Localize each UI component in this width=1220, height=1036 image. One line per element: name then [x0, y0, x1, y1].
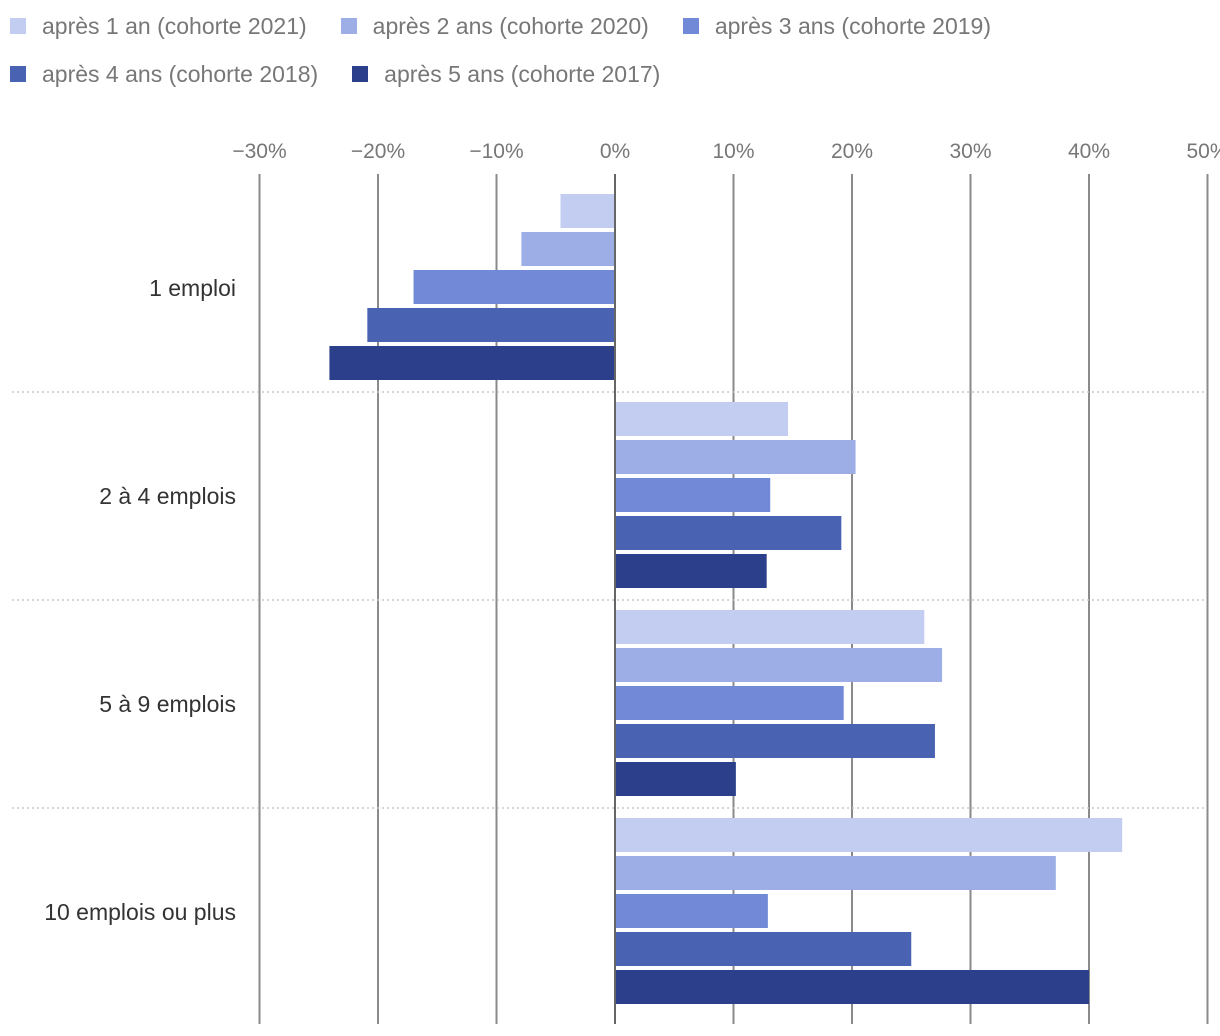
bar	[413, 270, 615, 304]
x-tick-label: 20%	[831, 140, 873, 163]
bar	[615, 932, 912, 966]
bar	[615, 610, 925, 644]
bar	[615, 762, 736, 796]
bar	[560, 194, 615, 228]
bar	[615, 554, 767, 588]
x-tick-label: 40%	[1068, 140, 1110, 163]
bar	[615, 724, 935, 758]
legend-item: après 2 ans (cohorte 2020)	[340, 12, 649, 40]
bar	[615, 970, 1089, 1004]
category-label: 5 à 9 emplois	[99, 691, 236, 717]
bar	[615, 402, 789, 436]
bar	[615, 686, 844, 720]
bar	[615, 648, 943, 682]
category-label: 2 à 4 emplois	[99, 483, 236, 509]
legend-label: après 1 an (cohorte 2021)	[42, 12, 307, 39]
legend-swatch	[10, 18, 26, 34]
x-tick-label: −20%	[351, 140, 405, 163]
category-label: 10 emplois ou plus	[44, 899, 236, 925]
legend: après 1 an (cohorte 2021) après 2 ans (c…	[10, 8, 1210, 104]
x-tick-label: −10%	[469, 140, 523, 163]
category-label: 1 emploi	[149, 275, 236, 301]
legend-label: après 4 ans (cohorte 2018)	[42, 60, 319, 87]
x-tick-label: 10%	[712, 140, 754, 163]
x-tick-label: −30%	[232, 140, 286, 163]
bar	[329, 346, 615, 380]
x-tick-label: 30%	[949, 140, 991, 163]
legend-item: après 3 ans (cohorte 2019)	[682, 12, 992, 40]
legend-row-1: après 1 an (cohorte 2021) après 2 ans (c…	[10, 8, 1210, 44]
bar	[615, 818, 1123, 852]
bar	[615, 894, 768, 928]
legend-swatch	[340, 18, 357, 34]
legend-row-2: après 4 ans (cohorte 2018) après 5 ans (…	[10, 56, 1210, 92]
legend-item: après 5 ans (cohorte 2017)	[352, 61, 660, 88]
legend-item: après 4 ans (cohorte 2018)	[10, 61, 318, 88]
legend-label: après 3 ans (cohorte 2019)	[714, 12, 992, 39]
bar	[367, 308, 615, 342]
bar	[615, 516, 842, 550]
legend-label: après 2 ans (cohorte 2020)	[372, 12, 649, 39]
legend-item: après 1 an (cohorte 2021)	[10, 13, 307, 40]
bar	[615, 856, 1056, 890]
x-tick-label: 50%	[1186, 140, 1220, 163]
legend-swatch	[682, 18, 699, 34]
legend-swatch	[352, 66, 369, 82]
bar	[615, 478, 771, 512]
bar	[521, 232, 615, 266]
legend-swatch	[10, 66, 26, 82]
bar	[615, 440, 856, 474]
legend-label: après 5 ans (cohorte 2017)	[384, 60, 661, 87]
x-tick-label: 0%	[600, 140, 630, 163]
